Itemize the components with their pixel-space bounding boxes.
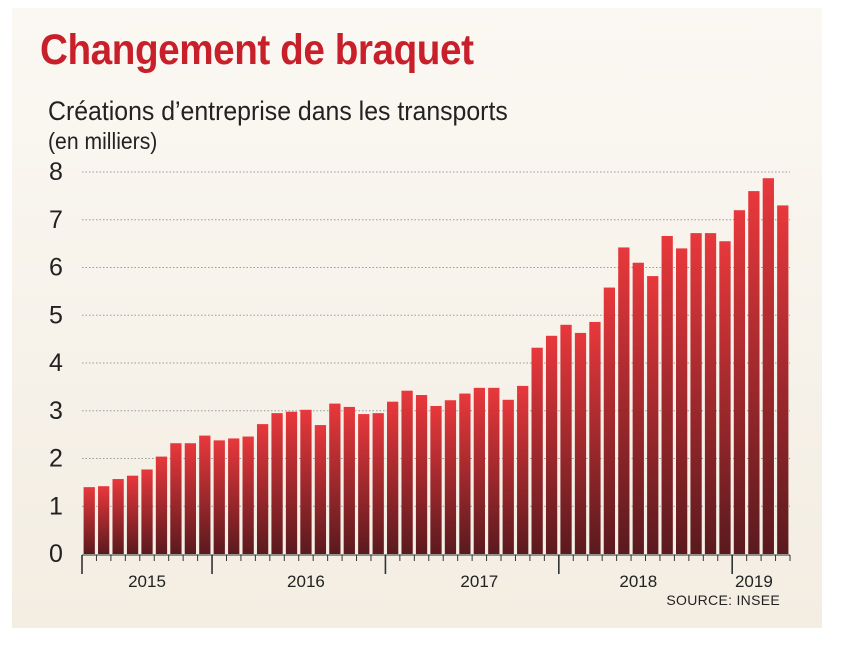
bar bbox=[358, 414, 370, 554]
x-tick-label: 2015 bbox=[128, 572, 166, 591]
bar bbox=[517, 385, 529, 554]
x-tick-label: 2018 bbox=[619, 572, 657, 591]
bar bbox=[415, 394, 428, 554]
bar bbox=[777, 205, 789, 555]
y-tick-label: 8 bbox=[49, 158, 63, 186]
bar bbox=[473, 387, 485, 554]
bar bbox=[502, 399, 514, 554]
bar bbox=[387, 401, 399, 554]
bar bbox=[228, 438, 240, 554]
bar bbox=[300, 409, 312, 554]
bar bbox=[719, 241, 731, 555]
bar bbox=[531, 347, 543, 554]
source-note: SOURCE: INSEE bbox=[666, 592, 780, 608]
bar bbox=[704, 233, 717, 554]
bar bbox=[83, 487, 95, 554]
y-tick-label: 7 bbox=[49, 206, 63, 234]
bar bbox=[256, 424, 269, 554]
bar bbox=[242, 436, 254, 554]
bar bbox=[589, 321, 601, 554]
y-tick-label: 2 bbox=[49, 445, 63, 473]
bar bbox=[661, 235, 673, 555]
bar bbox=[430, 405, 442, 554]
bar bbox=[690, 233, 702, 554]
y-tick-label: 5 bbox=[49, 301, 63, 329]
bar bbox=[126, 475, 139, 554]
x-tick-label: 2017 bbox=[460, 572, 498, 591]
bar bbox=[285, 411, 298, 554]
y-tick-label: 6 bbox=[49, 254, 63, 282]
bar bbox=[488, 387, 500, 554]
bar bbox=[343, 406, 355, 554]
bar bbox=[574, 332, 587, 554]
bar bbox=[372, 413, 384, 554]
y-tick-label: 1 bbox=[49, 492, 63, 520]
chart-subtitle: Créations d’entreprise dans les transpor… bbox=[48, 96, 508, 126]
bar bbox=[444, 400, 457, 554]
bar bbox=[603, 287, 616, 554]
bar bbox=[459, 393, 471, 554]
bar bbox=[329, 403, 341, 554]
y-tick-label: 0 bbox=[49, 540, 63, 568]
bar bbox=[141, 469, 153, 554]
bar bbox=[184, 443, 197, 554]
bar bbox=[213, 440, 225, 554]
bar bbox=[632, 262, 644, 554]
bar bbox=[560, 324, 572, 554]
bar bbox=[618, 247, 630, 554]
y-tick-label: 4 bbox=[49, 349, 63, 377]
bar bbox=[545, 335, 558, 554]
bar bbox=[170, 443, 182, 554]
bar bbox=[748, 191, 760, 554]
bar bbox=[401, 390, 413, 554]
x-tick-label: 2016 bbox=[287, 572, 325, 591]
bar bbox=[314, 425, 327, 554]
bar bbox=[675, 248, 688, 554]
bar bbox=[155, 456, 168, 554]
y-tick-label: 3 bbox=[49, 397, 63, 425]
bar bbox=[762, 178, 774, 554]
bar bbox=[199, 435, 211, 554]
bar bbox=[733, 210, 746, 554]
bar bbox=[112, 479, 124, 554]
bar bbox=[647, 276, 659, 554]
chart-title: Changement de braquet bbox=[40, 26, 474, 74]
unit-label: (en milliers) bbox=[48, 128, 158, 154]
bar bbox=[98, 486, 110, 554]
x-tick-label: 2019 bbox=[735, 572, 773, 591]
bar bbox=[271, 413, 283, 554]
